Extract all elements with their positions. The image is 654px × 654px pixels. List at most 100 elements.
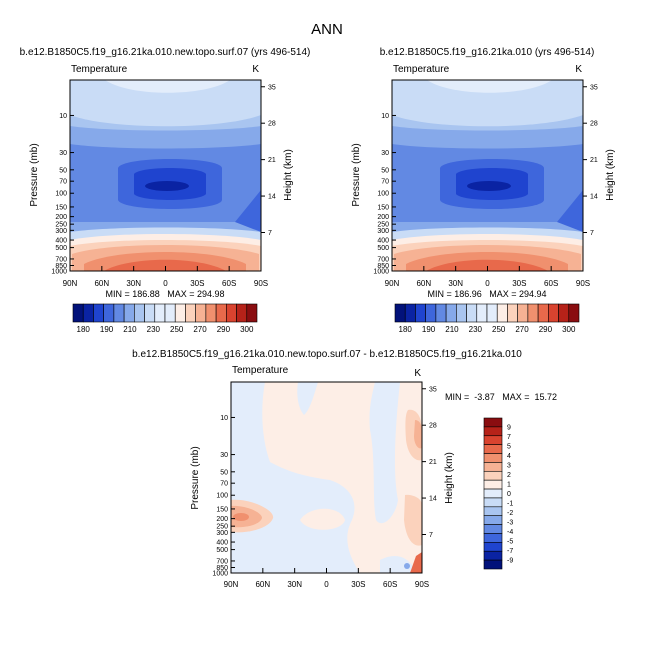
right-tick-label: 14: [590, 194, 598, 201]
panel-3-fill-pos-blob: [300, 508, 345, 530]
colorbar-swatch: [435, 303, 447, 323]
colorbar-swatch: [236, 303, 248, 323]
panel-3-fill-sfc-hot: [410, 552, 422, 573]
colorbar-label: 1: [507, 481, 511, 488]
colorbar-label: 4: [507, 453, 511, 460]
colorbar-label: -4: [507, 529, 513, 536]
x-tick-label: 60S: [222, 279, 236, 288]
panel-1-units-label: K: [252, 64, 259, 75]
colorbar-swatch: [415, 303, 426, 323]
colorbar-label: 270: [515, 325, 529, 334]
colorbar-label: 250: [492, 325, 506, 334]
panel-3: b.e12.B1850C5.f19_g16.21ka.010.new.topo.…: [132, 349, 557, 589]
panel-3-fill-sfc-cold: [404, 563, 410, 569]
colorbar-swatch: [483, 462, 503, 472]
panel-3-y-ticks-right: 35 28 21 14 7: [422, 386, 437, 539]
x-tick-label: 90N: [385, 279, 400, 288]
colorbar-label: 210: [445, 325, 459, 334]
colorbar-label: -3: [507, 520, 513, 527]
y-tick-label: 850: [216, 565, 228, 572]
colorbar-label: -1: [507, 501, 513, 508]
panel-2-fill-wedge: [557, 190, 583, 232]
colorbar-swatch: [246, 303, 258, 323]
panel-2-title: b.e12.B1850C5.f19_g16.21ka.010 (yrs 496-…: [380, 47, 595, 58]
colorbar-swatch: [483, 550, 503, 561]
colorbar-swatch: [113, 303, 125, 323]
colorbar-swatch: [226, 303, 237, 323]
panel-2-x-ticks: 90N 60N 30N 0 30S 60S 90S: [385, 266, 590, 288]
colorbar-swatch: [394, 303, 406, 323]
panel-1-x-ticks: 90N 60N 30N 0 30S 60S 90S: [63, 266, 268, 288]
y-tick-label: 150: [377, 204, 389, 211]
right-tick-label: 21: [429, 459, 437, 466]
y-tick-label: 700: [216, 558, 228, 565]
colorbar-label: -9: [507, 558, 513, 565]
panel-2-y-ticks-right: 35 28 21 14 7: [583, 84, 598, 237]
panel-3-contour-fill: [231, 382, 422, 573]
colorbar-swatch: [404, 303, 416, 323]
panel-1-y-ticks-right: 35 28 21 14 7: [261, 84, 276, 237]
x-tick-label: 0: [163, 279, 168, 288]
colorbar-swatch: [483, 524, 503, 534]
y-tick-label: 1000: [373, 269, 389, 276]
panel-1-fill-coldest: [145, 181, 189, 191]
y-tick-label: 70: [220, 481, 228, 488]
colorbar-label: 180: [399, 325, 413, 334]
colorbar-swatch: [486, 303, 498, 323]
colorbar-swatch: [82, 303, 94, 323]
y-tick-label: 700: [377, 256, 389, 263]
x-tick-label: 90S: [254, 279, 268, 288]
x-tick-label: 90S: [576, 279, 590, 288]
y-tick-label: 700: [55, 256, 67, 263]
panel-1-contour-fill: [70, 80, 261, 271]
colorbar-swatch: [483, 444, 503, 454]
panel-2-colorbar: 180 190 210 230 250 270 290 300: [394, 303, 580, 334]
panel-3-units-label: K: [414, 368, 421, 379]
colorbar-label: 190: [422, 325, 436, 334]
colorbar-swatch: [483, 453, 503, 463]
colorbar-label: 300: [562, 325, 576, 334]
colorbar-swatch: [154, 303, 166, 323]
colorbar-swatch: [445, 303, 457, 323]
panel-2-fill-upper-pale: [392, 80, 583, 127]
y-tick-label: 30: [59, 150, 67, 157]
panel-3-fill-warm-sh-lower: [404, 494, 422, 546]
colorbar-swatch: [558, 303, 570, 323]
panel-1-title: b.e12.B1850C5.f19_g16.21ka.010.new.topo.…: [20, 47, 311, 58]
panel-2-fill-low-6: [426, 259, 548, 271]
colorbar-swatch: [123, 303, 135, 323]
y-tick-label: 10: [381, 113, 389, 120]
colorbar-label: -7: [507, 548, 513, 555]
y-tick-label: 50: [220, 469, 228, 476]
x-tick-label: 30S: [190, 279, 204, 288]
colorbar-label: 300: [240, 325, 254, 334]
panel-3-stats: MIN = -3.87 MAX = 15.72: [445, 392, 557, 402]
colorbar-swatch: [215, 303, 227, 323]
y-tick-label: 70: [59, 179, 67, 186]
y-tick-label: 200: [55, 214, 67, 221]
panel-1-fill-upper-pale: [70, 80, 261, 127]
colorbar-swatch: [483, 542, 503, 552]
panel-1-fill-wedge: [235, 190, 261, 232]
colorbar-swatch: [174, 303, 186, 323]
panel-3-fill-neg-top: [297, 382, 318, 415]
y-tick-label: 1000: [212, 571, 228, 578]
colorbar-swatch: [527, 303, 539, 323]
colorbar-label: 290: [217, 325, 231, 334]
y-tick-label: 150: [216, 506, 228, 513]
panel-2-fill-coldest: [467, 181, 511, 191]
x-tick-label: 30S: [351, 580, 365, 589]
x-tick-label: 0: [324, 580, 329, 589]
colorbar-swatch: [496, 303, 508, 323]
colorbar-label: 0: [507, 491, 511, 498]
right-tick-label: 28: [590, 121, 598, 128]
right-tick-label: 35: [429, 386, 437, 393]
y-tick-label: 500: [216, 547, 228, 554]
y-tick-label: 500: [55, 245, 67, 252]
panel-2: b.e12.B1850C5.f19_g16.21ka.010 (yrs 496-…: [351, 47, 616, 334]
colorbar-swatch: [517, 303, 529, 323]
x-tick-label: 60N: [94, 279, 109, 288]
colorbar-swatch: [483, 435, 503, 445]
panel-2-ylabel: Pressure (mb): [351, 143, 362, 206]
